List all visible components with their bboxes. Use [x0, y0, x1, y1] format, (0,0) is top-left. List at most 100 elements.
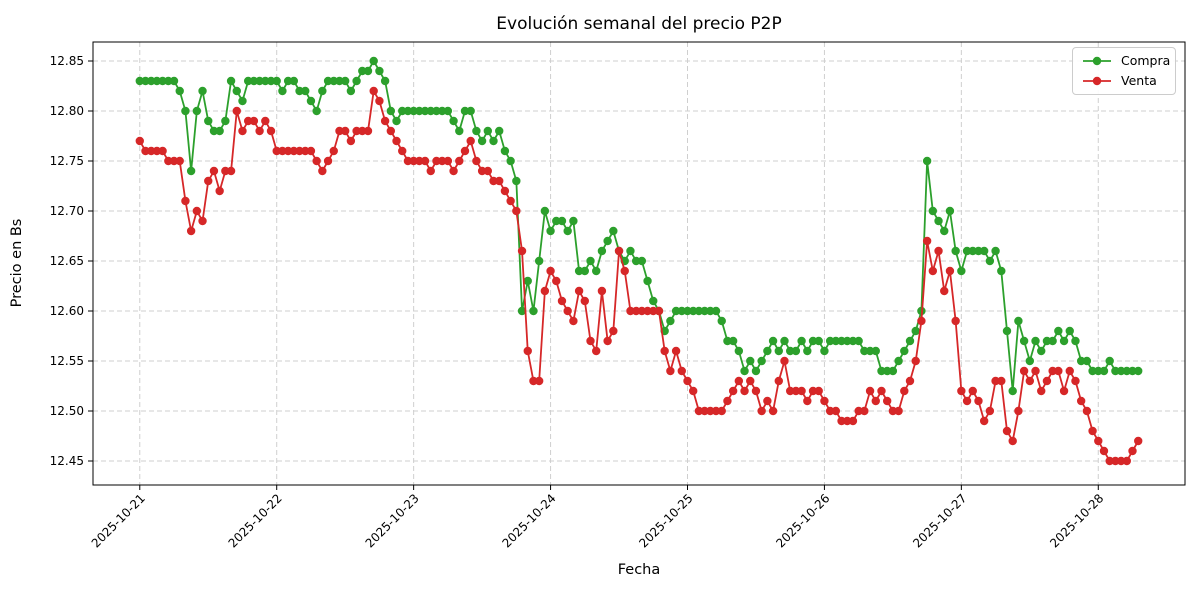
venta-data-point [1071, 376, 1080, 386]
compra-data-point [768, 336, 778, 346]
compra-data-point [1071, 336, 1080, 346]
venta-data-point [689, 386, 698, 396]
compra-data-point [392, 116, 401, 126]
compra-data-point [780, 336, 789, 346]
venta-data-point [1128, 446, 1137, 456]
compra-data-point [1054, 326, 1063, 336]
venta-data-point [1094, 436, 1103, 446]
compra-data-point [626, 246, 635, 256]
compra-data-point [979, 246, 989, 256]
venta-data-point [249, 116, 259, 126]
venta-data-point [1099, 446, 1109, 456]
venta-data-point [1025, 376, 1035, 386]
venta-data-point [877, 386, 886, 396]
compra-data-point [369, 56, 378, 66]
x-axis-label: Fecha [617, 562, 661, 578]
compra-data-point [717, 316, 726, 326]
venta-data-point [1065, 366, 1074, 376]
venta-data-point [523, 346, 532, 356]
compra-data-point [215, 126, 224, 136]
compra-data-point [523, 276, 532, 286]
venta-data-point [865, 386, 875, 396]
venta-data-point [683, 376, 692, 386]
venta-data-point [974, 396, 983, 406]
compra-data-point [346, 86, 356, 96]
legend-label-compra: Compra [1121, 53, 1171, 68]
venta-data-point [940, 286, 949, 296]
venta-data-point [945, 266, 955, 276]
venta-data-point [797, 386, 806, 396]
venta-data-point [597, 286, 607, 296]
compra-data-point [363, 66, 373, 76]
venta-data-point [261, 116, 270, 126]
chart-title: Evolución semanal del precio P2P [496, 14, 782, 34]
compra-data-point [306, 96, 316, 106]
venta-data-point [820, 396, 829, 406]
venta-data-point [375, 96, 384, 106]
venta-data-point [517, 246, 527, 256]
venta-data-point [420, 156, 430, 166]
venta-data-point [557, 296, 567, 306]
venta-data-point [768, 406, 778, 416]
venta-data-point [614, 246, 624, 256]
y-tick-label: 12.45 [50, 454, 84, 468]
y-tick-label: 12.85 [50, 54, 84, 68]
venta-data-point [472, 156, 481, 166]
compra-data-point [900, 346, 909, 356]
venta-data-point [751, 386, 761, 396]
compra-data-point [888, 366, 898, 376]
venta-data-point [757, 406, 766, 416]
venta-data-point [266, 126, 276, 136]
venta-data-point [215, 186, 224, 196]
venta-data-point [158, 146, 167, 156]
venta-data-point [1082, 406, 1092, 416]
compra-data-point [746, 356, 755, 366]
compra-data-point [728, 336, 738, 346]
compra-data-point [1082, 356, 1092, 366]
venta-data-point [175, 156, 184, 166]
venta-data-point [449, 166, 458, 176]
venta-data-point [1088, 426, 1097, 436]
compra-data-point [1105, 356, 1114, 366]
compra-line-marker-icon [1083, 57, 1111, 66]
compra-data-point [740, 366, 749, 376]
compra-data-point [586, 256, 595, 266]
venta-data-point [540, 286, 550, 296]
venta-data-point [534, 376, 544, 386]
venta-data-point [900, 386, 909, 396]
venta-data-point [483, 166, 493, 176]
venta-data-point [740, 386, 749, 396]
venta-data-point [660, 346, 669, 356]
venta-data-point [985, 406, 995, 416]
compra-data-point [175, 86, 184, 96]
venta-data-point [386, 126, 396, 136]
venta-data-point [455, 156, 464, 166]
venta-data-point [512, 206, 521, 216]
venta-data-point [911, 356, 920, 366]
compra-data-point [905, 336, 915, 346]
compra-data-point [757, 356, 766, 366]
compra-data-point [495, 126, 504, 136]
compra-data-point [940, 226, 949, 236]
venta-data-point [226, 166, 236, 176]
venta-data-point [774, 376, 783, 386]
compra-data-point [1134, 366, 1143, 376]
venta-data-point [1054, 366, 1063, 376]
compra-data-point [221, 116, 230, 126]
venta-data-point [968, 386, 977, 396]
venta-data-point [734, 376, 744, 386]
compra-data-point [597, 246, 607, 256]
compra-data-point [751, 366, 761, 376]
venta-data-point [1059, 386, 1069, 396]
compra-data-point [791, 346, 801, 356]
venta-data-point [392, 136, 401, 146]
venta-data-point [871, 396, 880, 406]
compra-data-point [894, 356, 903, 366]
venta-data-point [746, 376, 755, 386]
venta-data-point [209, 166, 219, 176]
venta-data-point [363, 126, 373, 136]
venta-data-point [238, 126, 247, 136]
compra-data-point [820, 346, 829, 356]
compra-data-point [472, 126, 481, 136]
